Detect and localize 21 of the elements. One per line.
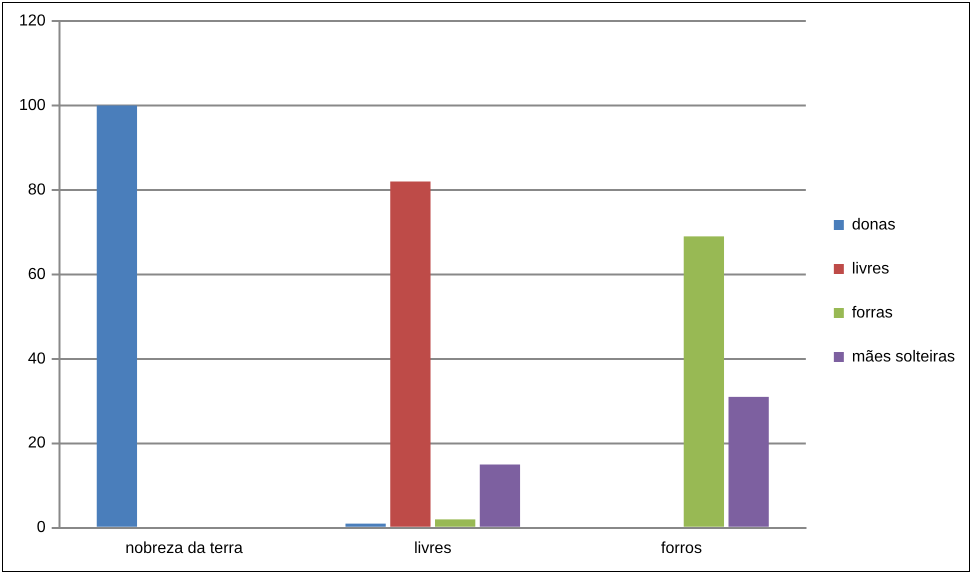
- legend-label: donas: [852, 216, 896, 234]
- legend-label: livres: [852, 260, 890, 278]
- y-tick-label: 0: [36, 519, 46, 536]
- bar: [684, 236, 724, 527]
- bar: [480, 464, 520, 527]
- legend-label: forras: [852, 304, 893, 322]
- x-tick-label: livres: [414, 540, 452, 557]
- bar: [728, 396, 769, 527]
- bar: [345, 524, 386, 527]
- bar: [390, 181, 431, 527]
- y-tick-label: 100: [18, 96, 46, 114]
- x-tick-label: nobreza da terra: [125, 540, 243, 557]
- x-tick-label: forros: [661, 540, 702, 557]
- y-tick-label: 120: [18, 12, 46, 30]
- y-tick-label: 20: [28, 434, 46, 452]
- y-tick-label: 60: [28, 266, 46, 283]
- bar: [435, 519, 476, 527]
- bar: [96, 105, 138, 527]
- legend-label: mães solteiras: [852, 348, 956, 366]
- y-tick-label: 80: [28, 181, 46, 198]
- y-tick-label: 40: [28, 350, 46, 368]
